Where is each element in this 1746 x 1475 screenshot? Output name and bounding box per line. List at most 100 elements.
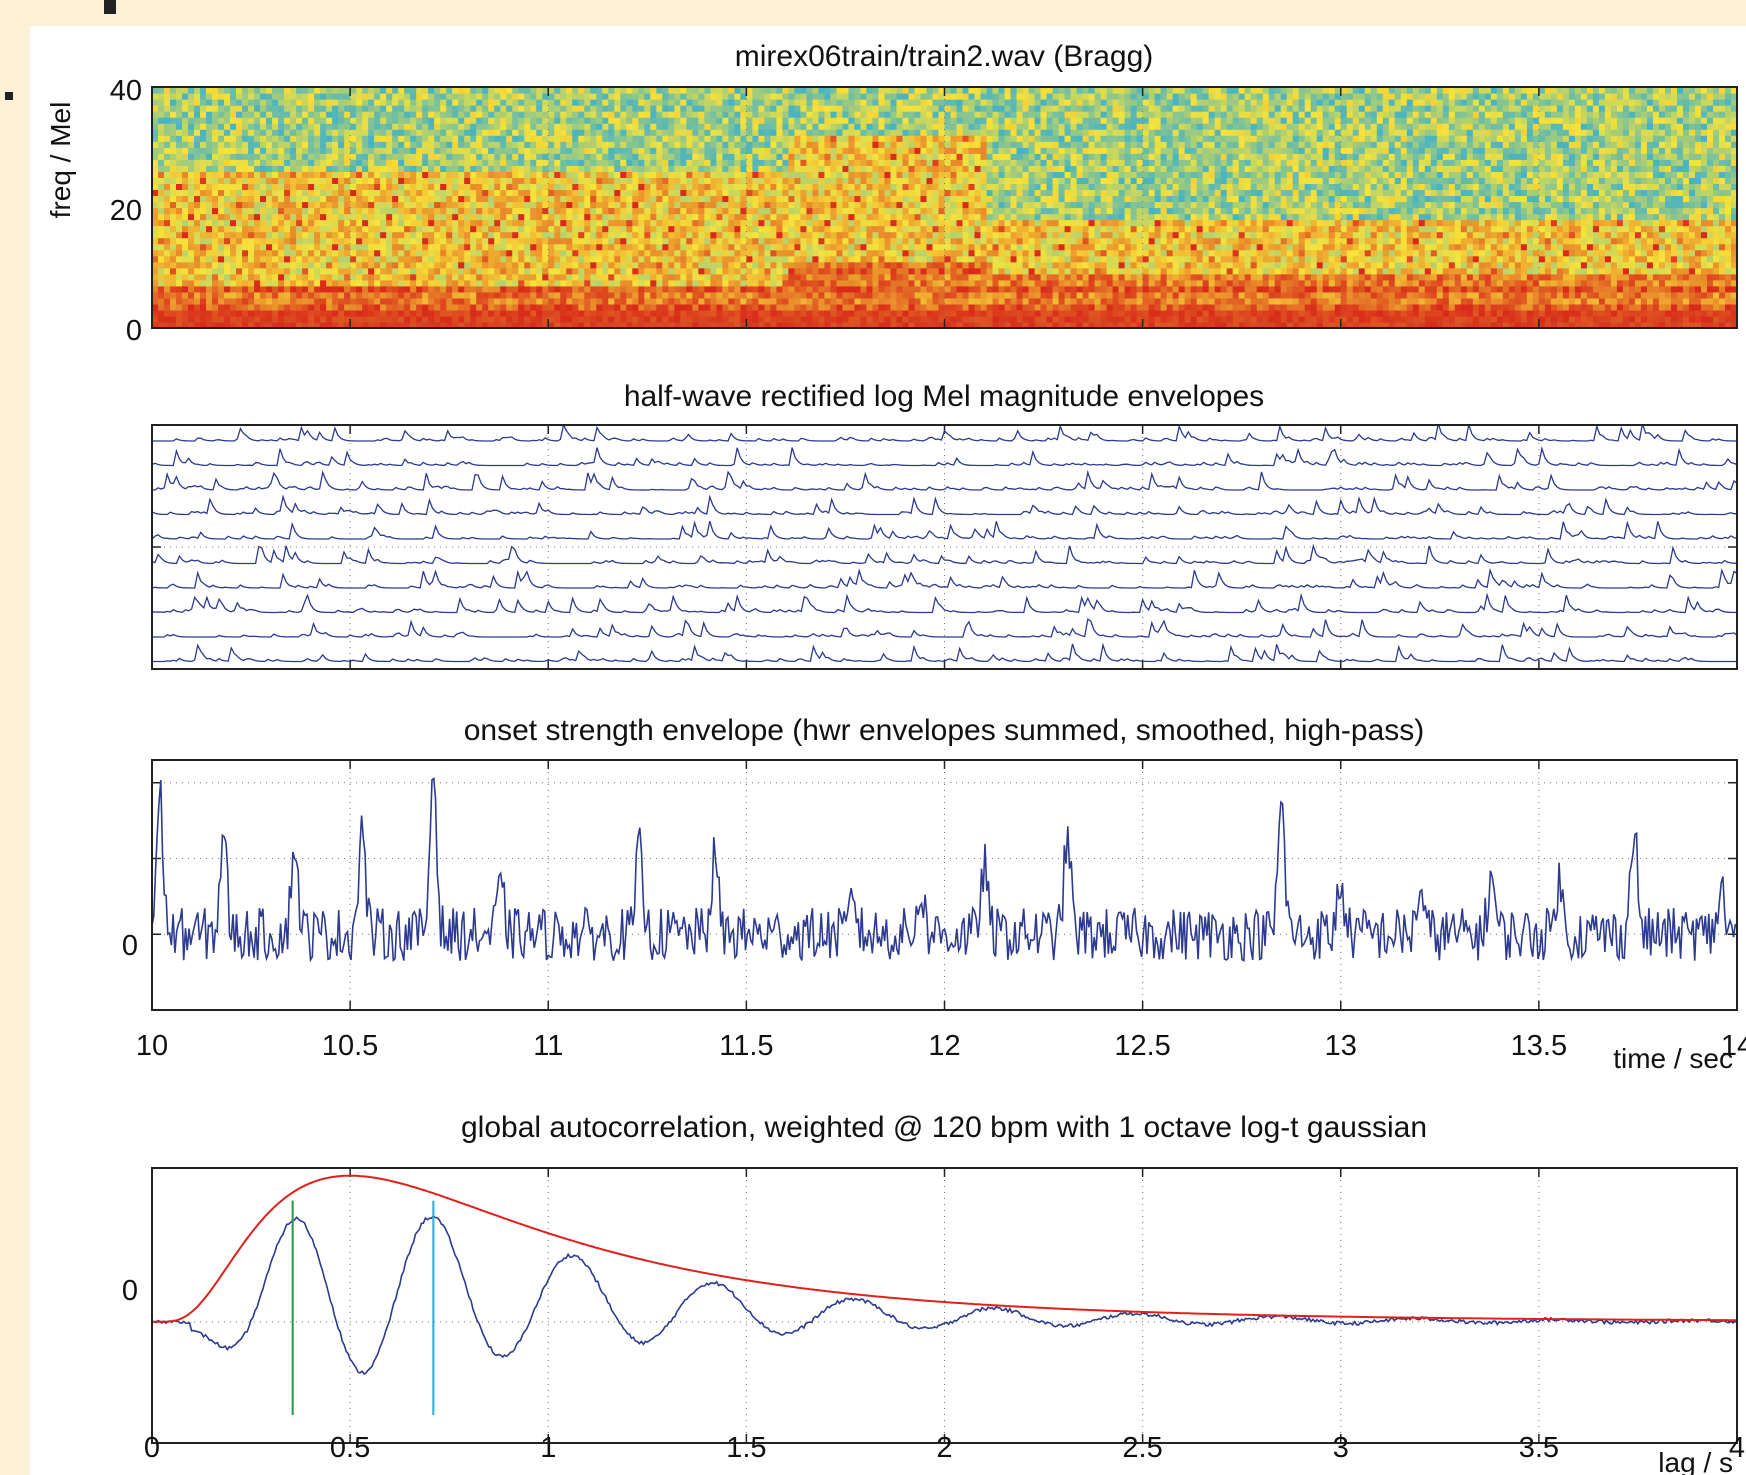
spectrogram-cell bbox=[416, 165, 423, 172]
spectrogram-cell bbox=[248, 141, 255, 148]
spectrogram-cell bbox=[164, 129, 171, 136]
spectrogram-cell bbox=[242, 291, 249, 299]
spectrogram-cell bbox=[230, 177, 237, 185]
spectrogram-cell bbox=[848, 141, 856, 148]
spectrogram-cell bbox=[170, 315, 177, 323]
spectrogram-cell bbox=[518, 321, 525, 328]
spectrogram-cell bbox=[236, 249, 243, 257]
spectrogram-cell bbox=[506, 105, 513, 112]
spectrogram-cell bbox=[416, 159, 423, 166]
spectrogram-cell bbox=[782, 135, 789, 142]
spectrogram-cell bbox=[362, 111, 369, 118]
spectrogram-cell bbox=[668, 297, 675, 305]
spectrogram-cell bbox=[386, 171, 393, 178]
spectrogram-cell bbox=[668, 183, 675, 191]
spectrogram-cell bbox=[260, 117, 267, 124]
spectrogram-cell bbox=[314, 165, 321, 172]
spectrogram-cell bbox=[356, 105, 363, 112]
spectrogram-cell bbox=[398, 147, 405, 154]
spectrogram-cell bbox=[440, 171, 447, 178]
spectrogram-cell bbox=[458, 285, 465, 293]
spectrogram-cell bbox=[584, 207, 591, 215]
spectrogram-cell bbox=[578, 321, 585, 328]
spectrogram-cell bbox=[758, 159, 765, 166]
spectrogram-cell bbox=[854, 231, 862, 239]
spectrogram-cell bbox=[614, 273, 621, 281]
spectrogram-cell bbox=[728, 87, 735, 94]
spectrogram-cell bbox=[542, 219, 549, 227]
spectrogram-cell bbox=[506, 315, 513, 323]
spectrogram-cell bbox=[182, 177, 189, 185]
spectrogram-cell bbox=[560, 219, 567, 227]
spectrogram-cell bbox=[404, 159, 411, 166]
spectrogram-cell bbox=[404, 201, 411, 209]
spectrogram-cell bbox=[170, 141, 177, 148]
spectrogram-cell bbox=[692, 111, 699, 118]
spectrogram-cell bbox=[896, 297, 904, 305]
spectrogram-cell bbox=[704, 171, 711, 178]
spectrogram-cell bbox=[632, 285, 639, 293]
spectrogram-cell bbox=[248, 153, 255, 160]
spectrogram-cell bbox=[488, 189, 495, 197]
spectrogram-cell bbox=[764, 93, 771, 100]
spectrogram-cell bbox=[692, 99, 699, 106]
spectrogram-cell bbox=[638, 189, 645, 197]
spectrogram-cell bbox=[350, 309, 357, 317]
spectrogram-cell bbox=[692, 141, 699, 148]
spectrogram-cell bbox=[320, 135, 327, 142]
spectrogram-cell bbox=[470, 315, 477, 323]
spectrogram-cell bbox=[446, 243, 453, 251]
spectrogram-cell bbox=[596, 261, 603, 269]
spectrogram-cell bbox=[278, 231, 285, 239]
spectrogram-cell bbox=[260, 237, 267, 245]
spectrogram-cell bbox=[446, 261, 453, 269]
spectrogram-cell bbox=[260, 123, 267, 130]
spectrogram-cell bbox=[494, 93, 501, 100]
spectrogram-cell bbox=[848, 147, 856, 154]
spectrogram-cell bbox=[446, 183, 453, 191]
spectrogram-cell bbox=[368, 219, 375, 227]
spectrogram-cell bbox=[854, 279, 862, 287]
spectrogram-cell bbox=[536, 249, 543, 257]
spectrogram-cell bbox=[812, 183, 820, 191]
spectrogram-cell bbox=[824, 189, 832, 197]
spectrogram-cell bbox=[824, 117, 832, 124]
spectrogram-cell bbox=[242, 285, 249, 293]
spectrogram-cell bbox=[320, 177, 327, 185]
spectrogram-cell bbox=[878, 291, 886, 299]
spectrogram-cell bbox=[548, 183, 555, 191]
spectrogram-cell bbox=[644, 195, 651, 203]
spectrogram-cell bbox=[398, 321, 405, 328]
spectrogram-cell bbox=[824, 159, 832, 166]
spectrogram-cell bbox=[488, 141, 495, 148]
spectrogram-cell bbox=[800, 297, 808, 305]
spectrogram-cell bbox=[236, 177, 243, 185]
spectrogram-cell bbox=[446, 303, 453, 311]
spectrogram-cell bbox=[242, 249, 249, 257]
spectrogram-cell bbox=[596, 117, 603, 124]
spectrogram-cell bbox=[230, 141, 237, 148]
spectrogram-cell bbox=[446, 195, 453, 203]
spectrogram-cell bbox=[356, 237, 363, 245]
spectrogram-cell bbox=[188, 297, 195, 305]
spectrogram-cell bbox=[890, 129, 898, 136]
spectrogram-cell bbox=[356, 123, 363, 130]
spectrogram-cell bbox=[194, 147, 201, 154]
spectrogram-cell bbox=[584, 177, 591, 185]
spectrogram-cell bbox=[434, 201, 441, 209]
spectrogram-cell bbox=[812, 141, 820, 148]
spectrogram-cell bbox=[716, 213, 723, 221]
spectrogram-cell bbox=[386, 309, 393, 317]
spectrogram-cell bbox=[758, 93, 765, 100]
spectrogram-cell bbox=[890, 183, 898, 191]
spectrogram-cell bbox=[500, 87, 507, 94]
spectrogram-cell bbox=[578, 135, 585, 142]
spectrogram-cell bbox=[698, 111, 705, 118]
spectrogram-cell bbox=[860, 99, 868, 106]
spectrogram-cell bbox=[698, 123, 705, 130]
spectrogram-cell bbox=[344, 237, 351, 245]
spectrogram-cell bbox=[596, 177, 603, 185]
spectrogram-cell bbox=[170, 129, 177, 136]
spectrogram-cell bbox=[272, 225, 279, 233]
spectrogram-cell bbox=[464, 171, 471, 178]
